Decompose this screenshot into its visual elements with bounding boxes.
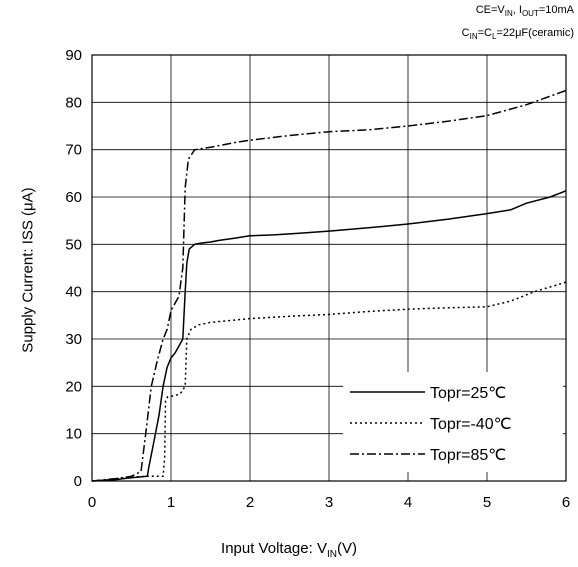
x-tick-label: 3 — [325, 494, 333, 511]
y-tick-label: 10 — [65, 426, 82, 443]
test-conditions-line-1: CE=VIN, IOUT=10mA — [475, 4, 574, 19]
x-tick-label: 5 — [483, 494, 491, 511]
x-tick-label: 0 — [88, 494, 96, 511]
y-tick-label: 40 — [65, 284, 82, 301]
y-axis-label: Supply Current: ISS (μA) — [19, 187, 37, 353]
y-tick-label: 30 — [65, 331, 82, 348]
legend-label-2: Topr=-40℃ — [430, 416, 512, 433]
plot-frame — [91, 54, 567, 482]
y-tick-label: 60 — [65, 189, 82, 206]
y-tick-label: 90 — [65, 47, 82, 64]
y-tick-label: 80 — [65, 94, 82, 111]
y-tick-label: 70 — [65, 142, 82, 159]
legend-label-3: Topr=85℃ — [430, 447, 506, 464]
y-tick-label: 0 — [74, 473, 82, 490]
series-line-1 — [91, 190, 567, 482]
legend-label-1: Topr=25℃ — [430, 385, 506, 402]
y-tick-label: 20 — [65, 378, 82, 395]
grid — [92, 55, 566, 481]
legend-background — [343, 372, 563, 472]
series-line-3 — [91, 89, 567, 482]
series-line-2 — [91, 281, 567, 482]
x-tick-label: 6 — [562, 494, 570, 511]
test-conditions-line-2: CIN=CL=22μF(ceramic) — [461, 27, 574, 42]
x-axis-label: Input Voltage: VIN(V) — [221, 540, 357, 560]
x-tick-label: 2 — [246, 494, 254, 511]
y-tick-label: 50 — [65, 236, 82, 253]
x-tick-label: 4 — [404, 494, 412, 511]
x-tick-label: 1 — [167, 494, 175, 511]
legend: Topr=25℃ Topr=-40℃ Topr=85℃ — [343, 372, 563, 472]
series-lines — [91, 89, 567, 482]
